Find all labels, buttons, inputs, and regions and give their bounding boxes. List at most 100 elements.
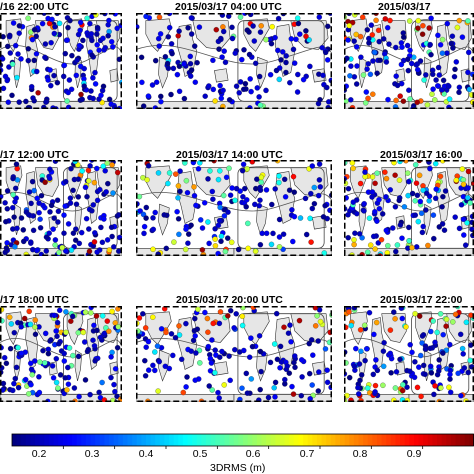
station-marker [276,173,282,179]
station-marker [29,371,36,378]
station-marker [175,195,181,201]
colorbar-segment [136,434,142,446]
station-marker [136,315,143,321]
station-marker [316,177,323,183]
station-marker [404,170,411,176]
station-marker [143,204,150,211]
station-marker [439,36,446,43]
station-marker [406,178,412,185]
station-marker [80,37,86,44]
station-marker [278,57,284,63]
station-marker [188,67,195,73]
station-marker [61,358,68,364]
station-marker [463,319,470,326]
station-marker [417,198,424,205]
station-marker [6,64,12,70]
station-marker [91,179,98,186]
station-marker [92,81,99,87]
colorbar-segment [390,434,397,446]
station-marker [218,95,225,102]
station-marker [265,394,272,401]
station-marker [43,248,50,254]
station-marker [104,237,111,243]
station-marker [436,224,443,230]
station-marker [235,246,242,253]
station-marker [290,238,296,245]
station-marker [315,192,322,199]
station-marker [309,382,315,388]
station-marker [82,184,89,191]
station-marker [140,211,147,218]
station-marker [218,233,225,239]
station-marker [316,161,323,167]
station-marker [418,393,424,400]
station-marker [308,337,315,343]
station-marker [432,195,439,202]
station-marker [465,168,472,175]
map-svg [344,160,474,256]
map-svg [136,13,332,109]
station-marker [382,16,389,22]
station-marker [47,166,53,172]
station-marker [207,368,214,374]
station-marker [452,66,458,73]
station-marker [440,77,447,84]
station-marker [386,41,392,47]
station-marker [221,382,227,388]
station-marker [227,192,234,198]
station-marker [387,187,394,193]
station-marker [157,31,164,37]
station-marker [393,44,399,51]
station-marker [210,196,216,202]
station-marker [416,313,423,319]
station-marker [66,345,73,351]
station-marker [317,184,324,190]
station-marker [227,307,234,314]
colorbar-segment [446,434,452,446]
station-marker [194,59,200,66]
station-marker [254,176,260,182]
station-marker [351,237,357,243]
station-marker [183,226,189,232]
station-marker [114,169,121,176]
station-marker [357,180,364,187]
station-marker [370,58,376,64]
station-marker [191,192,198,199]
station-marker [87,163,93,169]
colorbar-segment [39,434,45,446]
station-marker [25,46,32,52]
station-marker [257,102,264,108]
station-marker [205,343,212,350]
station-marker [187,60,194,67]
station-marker [351,74,358,80]
station-marker [325,23,331,30]
station-marker [57,372,64,378]
station-marker [423,207,429,213]
station-marker [196,24,203,30]
station-marker [247,76,253,82]
colorbar-segment [432,434,438,446]
station-marker [465,49,472,56]
station-marker [413,244,420,250]
station-marker [348,97,354,103]
colorbar-segment [109,434,115,446]
station-marker [28,239,34,245]
station-marker [286,187,293,193]
station-marker [423,72,429,78]
station-marker [13,364,20,371]
station-marker [106,17,112,24]
station-marker [56,20,63,27]
station-marker [81,339,88,345]
station-marker [64,387,70,393]
station-marker [96,389,102,396]
land-mass [109,68,119,83]
station-marker [217,354,223,360]
station-marker [29,178,36,185]
station-marker [404,384,410,390]
station-marker [451,73,458,80]
station-marker [39,20,46,27]
station-marker [209,337,215,343]
station-marker [392,385,399,391]
station-marker [52,237,59,243]
station-marker [63,329,69,336]
